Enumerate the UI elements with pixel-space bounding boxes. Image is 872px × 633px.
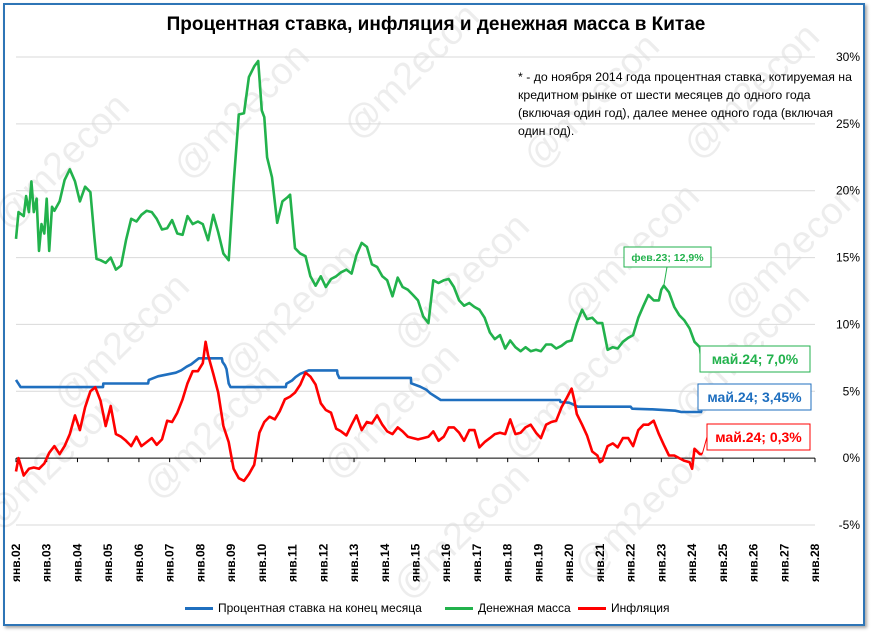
x-tick-label: янв.02 [9, 543, 23, 582]
x-tick-label: янв.11 [286, 544, 300, 582]
x-tick-label: янв.04 [70, 543, 84, 582]
chart-frame [3, 3, 865, 626]
legend-item-rate: Процентная ставка на конец месяца [185, 601, 422, 615]
y-tick-label: 0% [843, 451, 861, 465]
y-tick-label: 10% [836, 317, 860, 331]
watermark-text: @m2econ [135, 355, 288, 508]
watermark-text: @m2econ [215, 235, 368, 388]
x-tick-label: янв.19 [531, 543, 545, 582]
chart-title: Процентная ставка, инфляция и денежная м… [166, 14, 706, 35]
x-tick-label: янв.05 [101, 543, 115, 582]
x-tick-label: янв.20 [562, 543, 576, 582]
x-tick-label: янв.10 [255, 543, 269, 582]
annotation-rate-may24-box [697, 383, 812, 411]
annotation-money-may24-label: май.24; 7,0% [712, 351, 799, 367]
x-tick-label: янв.28 [808, 543, 822, 582]
chart-legend: Процентная ставка на конец месяца Денежн… [0, 601, 872, 617]
x-tick-label: янв.27 [777, 543, 791, 582]
x-tick-label: янв.13 [347, 543, 361, 582]
x-tick-label: янв.26 [747, 543, 761, 582]
x-tick-label: янв.07 [163, 543, 177, 582]
watermark-text: @m2econ [385, 455, 538, 608]
annotation-money-feb23-box [623, 246, 712, 268]
x-tick-label: янв.12 [316, 543, 330, 582]
series-line-inflation [14, 340, 703, 483]
x-tick-label: янв.18 [501, 543, 515, 582]
legend-label-money: Денежная масса [478, 601, 571, 615]
y-tick-label: -5% [839, 518, 861, 532]
y-tick-label: 30% [836, 50, 860, 64]
y-tick-label: 20% [836, 184, 860, 198]
legend-swatch-money [445, 606, 473, 610]
watermark-text: @m2econ [385, 205, 538, 358]
annotation-inflation-may24-label: май.24; 0,3% [715, 429, 802, 445]
y-tick-label: 15% [836, 251, 860, 265]
annotation-money-feb23-connector [663, 266, 668, 286]
series-line-money [14, 59, 704, 365]
y-tick-label: 5% [843, 384, 861, 398]
x-tick-label: янв.21 [593, 543, 607, 582]
x-tick-label: янв.25 [716, 543, 730, 582]
watermark-text: @m2econ [165, 35, 318, 188]
watermark-text: @m2econ [315, 335, 468, 488]
x-tick-label: янв.08 [193, 543, 207, 582]
x-tick-label: янв.17 [470, 543, 484, 582]
x-tick-label: янв.09 [224, 543, 238, 582]
legend-item-inflation: Инфляция [578, 601, 669, 615]
x-tick-label: янв.03 [40, 543, 54, 582]
x-tick-label: янв.23 [654, 543, 668, 582]
legend-item-money: Денежная масса [445, 601, 571, 615]
watermark-text: @m2econ [45, 265, 198, 418]
annotation-money-feb23-label: фев.23; 12,9% [631, 252, 704, 264]
chart-footnote: * - до ноября 2014 года процентная ставк… [518, 70, 852, 138]
legend-swatch-rate [185, 606, 213, 610]
annotation-money-may24-box [699, 345, 811, 373]
legend-label-rate: Процентная ставка на конец месяца [218, 601, 422, 615]
y-tick-label: 25% [836, 117, 860, 131]
annotation-rate-may24-label: май.24; 3,45% [707, 389, 802, 405]
x-tick-label: янв.06 [132, 543, 146, 582]
watermark-text: @m2econ [335, 0, 488, 148]
legend-label-inflation: Инфляция [611, 601, 670, 615]
x-tick-label: янв.14 [378, 543, 392, 582]
x-tick-label: янв.22 [624, 543, 638, 582]
legend-swatch-inflation [578, 606, 606, 610]
annotation-inflation-may24-connector [701, 436, 708, 455]
x-tick-label: янв.15 [409, 543, 423, 582]
x-tick-label: янв.16 [439, 543, 453, 582]
annotation-inflation-may24-box [706, 423, 811, 451]
x-tick-label: янв.24 [685, 543, 699, 582]
